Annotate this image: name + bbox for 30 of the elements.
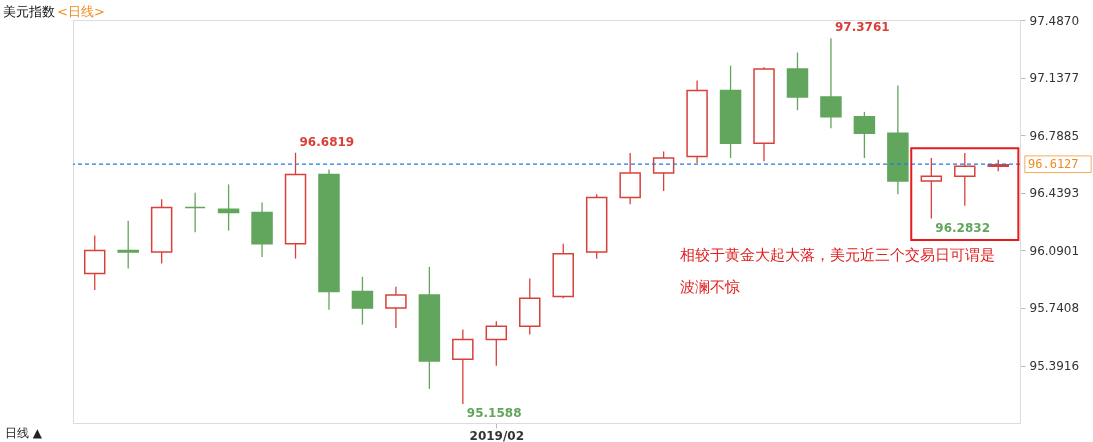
candlestick: [652, 150, 675, 192]
candlestick: [117, 220, 139, 270]
annotation: 96.6819: [299, 134, 355, 149]
ref-line-label: 96.6127: [1028, 157, 1079, 172]
chart-title: 美元指数: [3, 4, 55, 19]
y-tick-label: 96.0901: [1029, 243, 1080, 258]
annotation: 96.2832: [935, 220, 990, 235]
candlestick: [920, 157, 943, 220]
candlestick: [385, 286, 407, 329]
y-tick-label: 95.7408: [1029, 301, 1080, 316]
candlestick: [217, 183, 240, 232]
annotation: 97.3761: [834, 20, 890, 35]
y-tick-label: 96.4393: [1029, 186, 1080, 201]
candlestick: [351, 276, 374, 326]
candlestick: [485, 320, 508, 367]
candlestick: [184, 192, 206, 233]
x-tick-label: 2019/02: [469, 428, 525, 442]
y-tick-label: 97.1377: [1029, 71, 1080, 86]
candlestick: [853, 111, 876, 159]
y-tick-label: 97.4870: [1029, 13, 1080, 28]
annotation: 相较于黄金大起大落，美元近三个交易日可谓是波澜不惊: [680, 246, 995, 296]
annotation: 95.1588: [466, 405, 522, 420]
candlestick: [83, 234, 106, 291]
candlestick: [452, 328, 474, 405]
chart-subtitle: <日线>: [57, 4, 105, 19]
candlestick: [954, 152, 976, 207]
text: 日线 ▲: [5, 426, 43, 440]
candlestick: [820, 37, 842, 129]
y-tick-label: 95.3916: [1029, 359, 1080, 374]
y-tick-label: 96.7885: [1029, 128, 1080, 143]
